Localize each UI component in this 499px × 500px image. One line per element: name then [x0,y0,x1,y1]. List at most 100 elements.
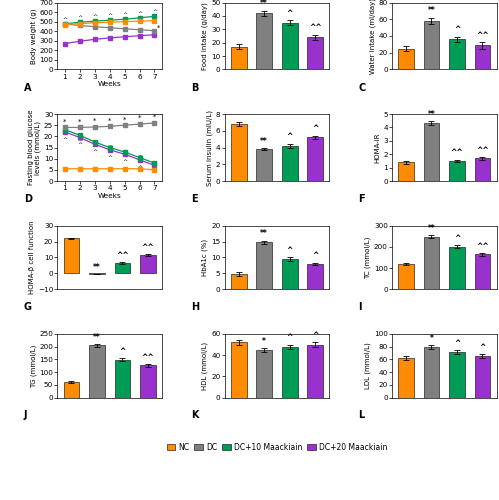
Text: C: C [358,83,366,93]
Text: *: * [123,116,126,122]
Text: *: * [78,118,81,124]
Bar [307,138,323,181]
Bar [307,38,323,70]
Text: ^: ^ [286,132,293,141]
Text: H: H [191,302,199,312]
Bar [256,242,272,290]
Bar [424,348,440,398]
Bar [282,146,297,181]
Text: **: ** [428,224,435,233]
Text: G: G [24,302,32,312]
Bar [449,161,465,181]
Bar [282,346,297,398]
Text: **: ** [260,136,268,145]
Y-axis label: HDL (mmol/L): HDL (mmol/L) [202,342,209,390]
Bar [89,346,105,398]
Bar [282,259,297,290]
Bar [449,247,465,290]
Bar [449,352,465,398]
Text: **: ** [260,230,268,238]
X-axis label: Weeks: Weeks [98,81,122,87]
Bar [231,342,247,398]
Bar [114,263,130,274]
Bar [449,40,465,70]
Text: ^: ^ [286,246,293,255]
Text: **: ** [260,0,268,8]
Bar [398,48,414,70]
X-axis label: Weeks: Weeks [98,192,122,198]
Bar [398,264,414,289]
Text: ^: ^ [77,142,82,148]
Text: ^: ^ [92,149,97,154]
Text: **: ** [428,110,435,119]
Text: ^: ^ [454,338,460,347]
Bar [231,46,247,70]
Bar [63,238,79,274]
Text: ^: ^ [122,159,127,164]
Text: *: * [108,118,111,124]
Bar [398,162,414,181]
Text: E: E [191,194,198,204]
Bar [398,358,414,398]
Bar [475,254,491,290]
Bar [475,45,491,70]
Bar [307,344,323,398]
Text: I: I [358,302,362,312]
Y-axis label: LDL (mmol/L): LDL (mmol/L) [365,342,371,389]
Text: ^^: ^^ [451,148,464,157]
Bar [475,158,491,181]
Bar [140,366,156,398]
Y-axis label: Water intake (ml/day): Water intake (ml/day) [369,0,376,74]
Text: *: * [138,115,141,121]
Bar [424,124,440,181]
Text: ^: ^ [137,164,142,170]
Text: *: * [262,336,266,345]
Text: ^: ^ [312,331,318,340]
Text: ^^: ^^ [309,24,321,32]
Text: *: * [430,334,434,343]
Bar [114,360,130,398]
Bar [424,236,440,290]
Text: ^^: ^^ [476,242,489,250]
Text: *: * [157,24,160,30]
Text: ^: ^ [122,12,127,17]
Y-axis label: HOMA-β cell function: HOMA-β cell function [29,220,35,294]
Text: ^: ^ [152,9,157,14]
Bar [231,274,247,289]
Text: L: L [358,410,365,420]
Text: ^^: ^^ [116,251,129,260]
Bar [307,264,323,289]
Y-axis label: HbA1c (%): HbA1c (%) [202,239,209,276]
Text: ^: ^ [119,347,126,356]
Bar [282,22,297,70]
Text: ^^: ^^ [142,353,154,362]
Text: ^: ^ [312,124,318,134]
Text: ^^: ^^ [476,146,489,154]
Text: ^: ^ [286,8,293,18]
Bar [475,356,491,398]
Text: ^: ^ [454,26,460,35]
Bar [140,255,156,274]
Text: ^: ^ [107,13,112,18]
Text: ^^: ^^ [142,243,154,252]
Legend: NC, DC, DC+10 Maackiain, DC+20 Maackiain: NC, DC, DC+10 Maackiain, DC+20 Maackiain [167,443,387,452]
Bar [256,13,272,70]
Text: *: * [153,114,156,120]
Y-axis label: Fasting blood glucose
levels (mmol/L): Fasting blood glucose levels (mmol/L) [27,110,41,186]
Text: ^: ^ [454,234,460,243]
Text: F: F [358,194,365,204]
Text: J: J [24,410,27,420]
Text: ^: ^ [312,252,318,260]
Bar [63,382,79,398]
Text: ^: ^ [62,137,67,142]
Y-axis label: TC (mmol/L): TC (mmol/L) [365,236,371,279]
Text: ^: ^ [152,170,157,175]
Y-axis label: HOMA-IR: HOMA-IR [374,132,380,163]
Text: A: A [24,83,31,93]
Text: D: D [24,194,32,204]
Text: **: ** [93,333,101,342]
Bar [424,21,440,70]
Text: ^: ^ [286,334,293,342]
Bar [256,350,272,398]
Y-axis label: Food intake (g/day): Food intake (g/day) [202,2,209,70]
